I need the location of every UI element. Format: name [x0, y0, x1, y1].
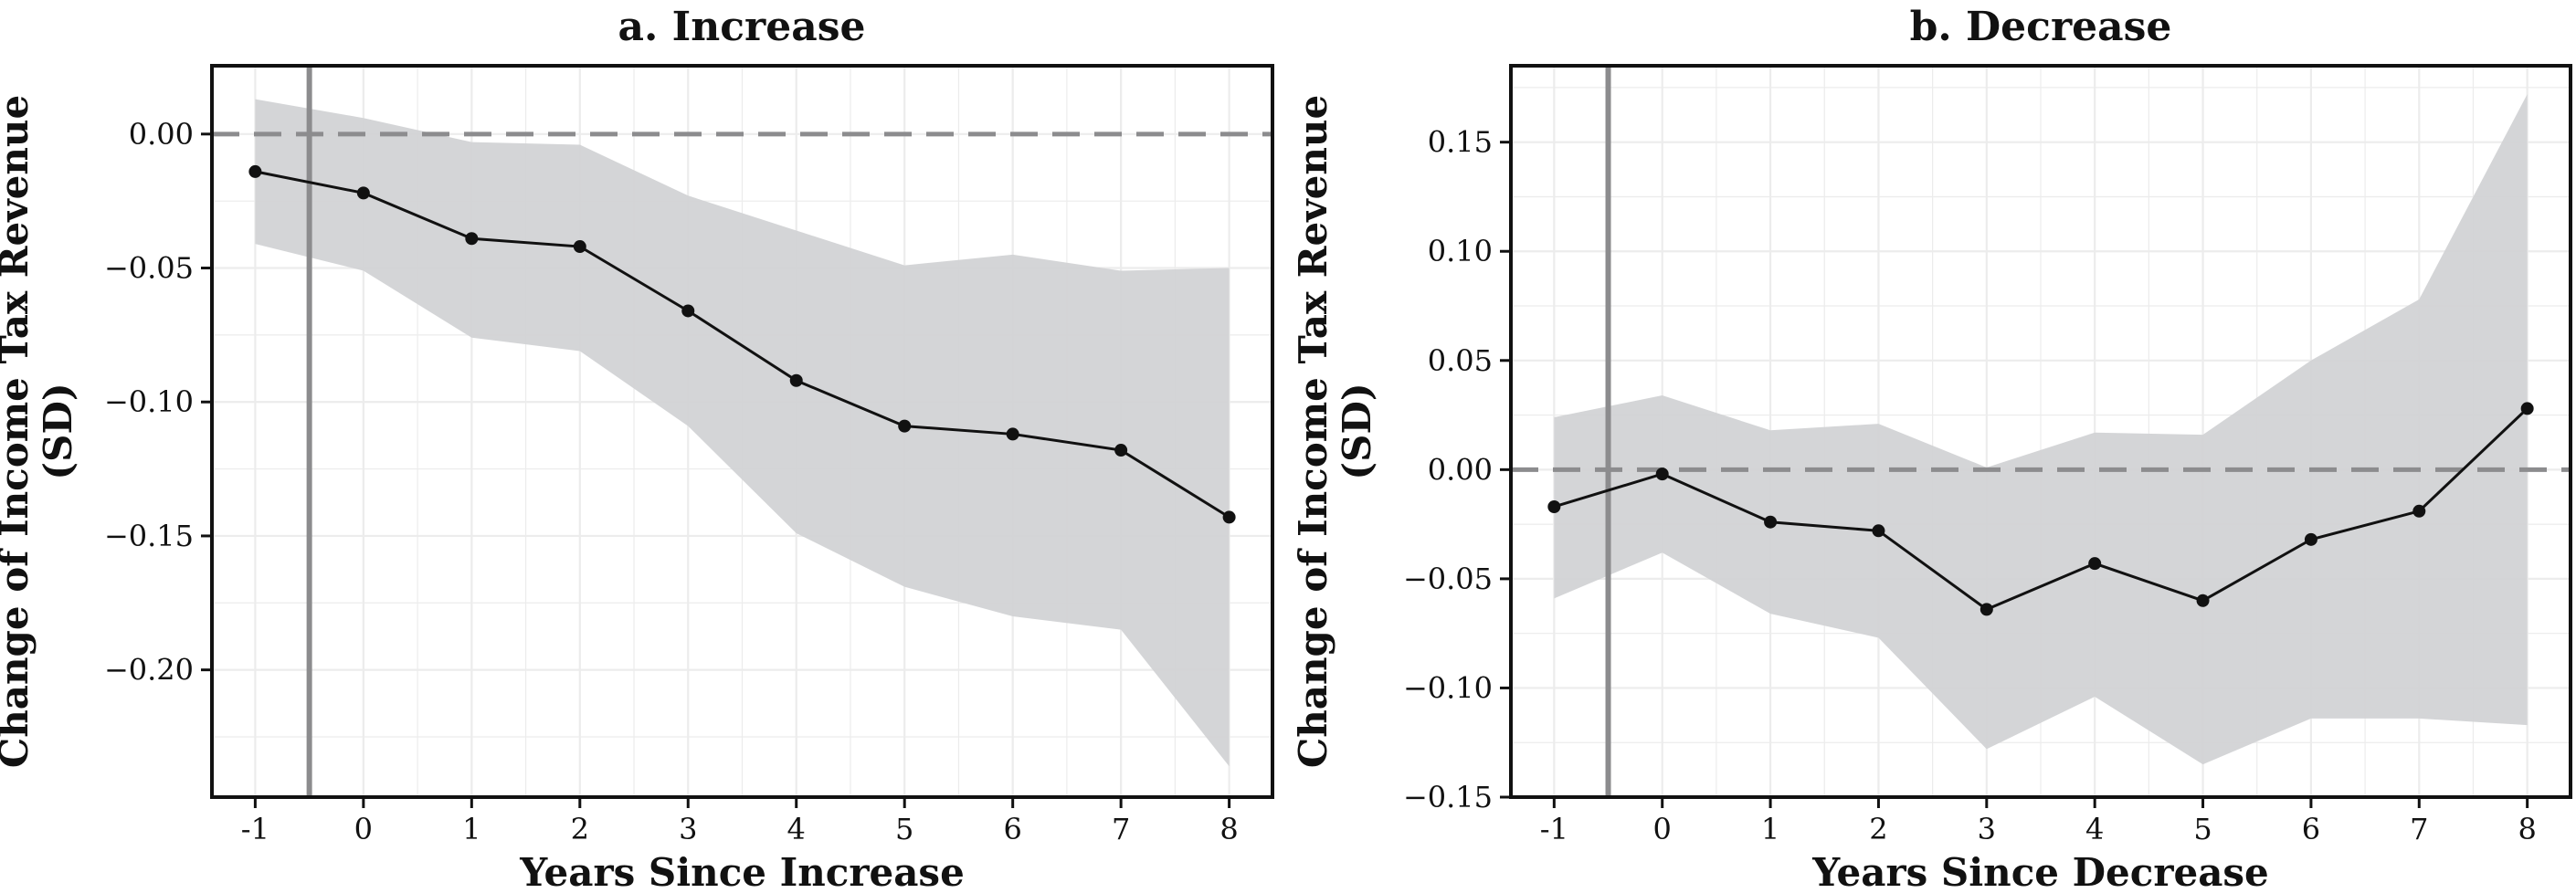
chart-panel-increase: -1 0 1 2 3 4 5 6 7 8 0.00 −0.05 −0.10 −0.15 −0.20 a. In…: [0, 4, 1274, 893]
y-axis-title-line: Change of Income Tax Revenue: [0, 95, 37, 768]
x-tick-label: 7: [2410, 812, 2428, 846]
estimate-point: [2088, 557, 2102, 571]
y-tick-label: −0.10: [1403, 670, 1493, 705]
y-axis-title: Change of Income Tax Revenue(SD): [0, 95, 80, 768]
y-tick-label: −0.15: [1403, 780, 1493, 814]
y-tick-label: −0.05: [1403, 562, 1493, 596]
plot-frame: [210, 64, 1274, 799]
x-tick-label: 6: [2302, 812, 2320, 846]
confidence-band: [1554, 94, 2528, 765]
y-tick-label: −0.20: [104, 653, 194, 688]
estimate-point: [1114, 444, 1128, 457]
estimate-point: [789, 373, 803, 387]
estimate-point: [356, 186, 370, 200]
x-tick-label: 4: [2085, 812, 2104, 846]
x-tick-label: 1: [1761, 812, 1779, 846]
estimate-point: [1872, 524, 1885, 538]
estimate-point: [2196, 594, 2210, 607]
y-tick-label: 0.10: [1428, 234, 1493, 268]
chart-decrease: -1 0 1 2 3 4 5 6 7 8 0.15 0.10 0.05 0.00 −0.05 −0.10 −0.…: [1291, 4, 2572, 893]
estimate-point: [1547, 499, 1561, 513]
x-tick-label: 2: [571, 812, 589, 846]
x-tick-label: 6: [1003, 812, 1021, 846]
x-tick-label: -1: [241, 812, 269, 846]
plot-frame: [1509, 64, 2572, 799]
y-tick-label: 0.00: [1428, 452, 1493, 487]
x-axis-title: Years Since Increase: [519, 850, 965, 893]
estimate-point: [573, 240, 586, 254]
x-tick-label: 2: [1869, 812, 1887, 846]
chart-title: b. Decrease: [1910, 4, 2172, 50]
estimate-line: [255, 170, 1230, 519]
x-tick-label: 8: [2518, 812, 2536, 846]
x-tick-label: 3: [679, 812, 697, 846]
x-tick-label: 5: [895, 812, 913, 846]
chart-panel-decrease: -1 0 1 2 3 4 5 6 7 8 0.15 0.10 0.05 0.00 −0.05 −0.10 −0.…: [1288, 0, 2576, 893]
chart-title: a. Increase: [618, 4, 866, 50]
x-tick-label: 5: [2193, 812, 2212, 846]
y-axis-title-line: (SD): [36, 383, 80, 480]
estimate-point: [2520, 402, 2534, 415]
x-tick-label: 3: [1978, 812, 1996, 846]
y-tick-label: 0.15: [1428, 125, 1493, 160]
estimate-point: [1006, 427, 1019, 441]
estimate-point: [248, 164, 262, 178]
y-tick-label: 0.00: [129, 117, 194, 152]
x-tick-label: 0: [354, 812, 373, 846]
estimate-point: [1980, 603, 1993, 616]
x-tick-label: 0: [1653, 812, 1672, 846]
estimate-line: [1553, 407, 2528, 612]
x-tick-label: 7: [1112, 812, 1130, 846]
estimate-point: [1222, 510, 1236, 524]
y-axis-title: Change of Income Tax Revenue(SD): [1291, 95, 1379, 768]
estimate-point: [465, 232, 479, 246]
x-tick-label: 1: [462, 812, 480, 846]
confidence-band: [255, 99, 1230, 767]
estimate-point: [1764, 515, 1778, 529]
y-axis-title-line: Change of Income Tax Revenue: [1291, 95, 1336, 768]
x-tick-label: -1: [1540, 812, 1568, 846]
y-tick-label: −0.10: [104, 384, 194, 419]
estimate-point: [2412, 504, 2426, 518]
y-tick-label: −0.05: [104, 251, 194, 286]
estimate-point: [681, 304, 695, 318]
chart-increase: -1 0 1 2 3 4 5 6 7 8 0.00 −0.05 −0.10 −0.15 −0.20 a. In…: [0, 4, 1274, 893]
estimate-point: [1655, 468, 1669, 481]
x-tick-label: 8: [1219, 812, 1238, 846]
y-tick-label: 0.05: [1428, 343, 1493, 378]
x-axis-title: Years Since Decrease: [1811, 850, 2269, 893]
x-tick-label: 4: [787, 812, 806, 846]
y-tick-label: −0.15: [104, 519, 194, 553]
estimate-point: [2304, 532, 2317, 546]
y-axis-title-line: (SD): [1335, 383, 1379, 480]
estimate-point: [898, 419, 912, 433]
